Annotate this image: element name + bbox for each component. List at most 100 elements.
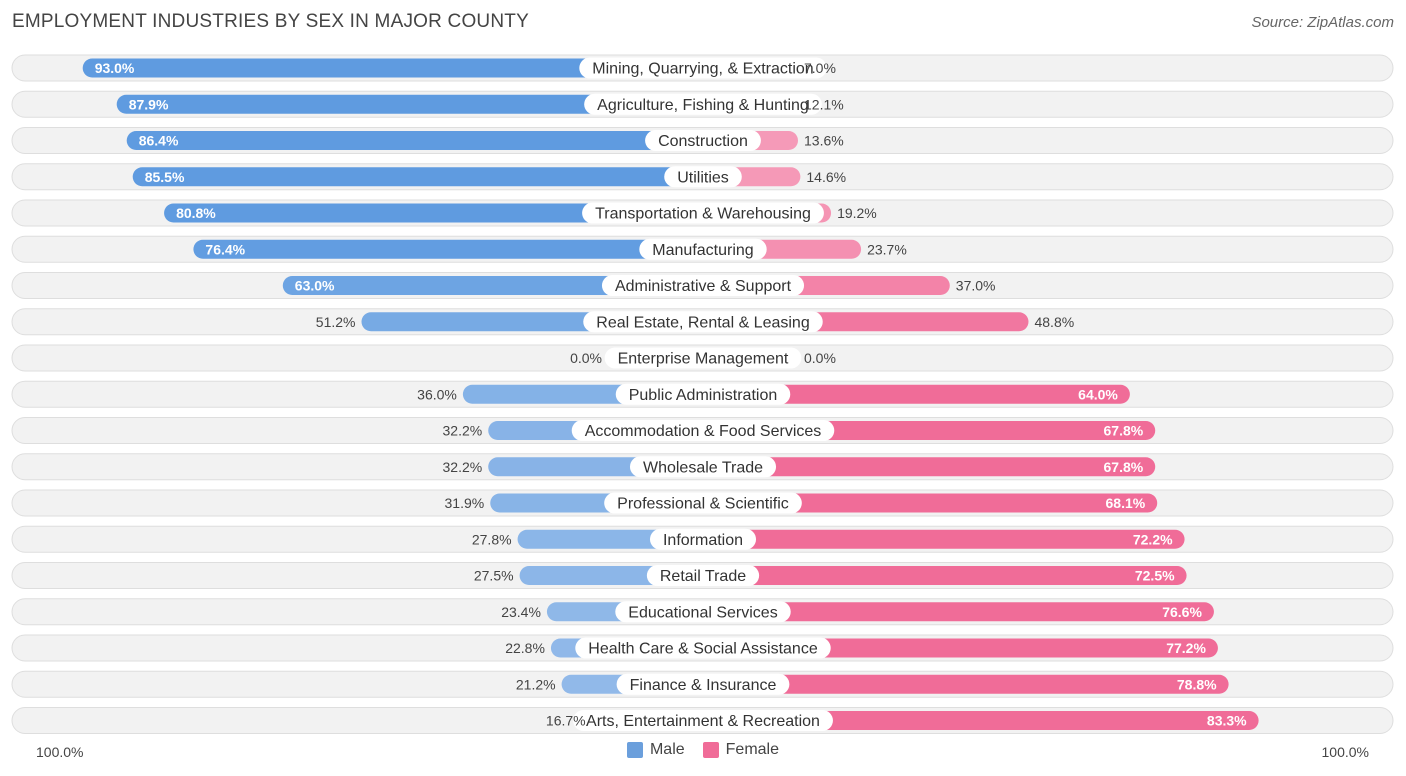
female-bar <box>703 566 1187 585</box>
female-value-label: 12.1% <box>804 96 844 112</box>
category-pill <box>615 383 791 405</box>
category-label: Agriculture, Fishing & Hunting <box>597 97 809 114</box>
female-bar <box>703 493 1158 513</box>
female-value-label: 13.6% <box>804 133 844 149</box>
legend-label-female: Female <box>725 741 780 758</box>
female-value-label: 67.8% <box>1104 423 1144 439</box>
female-value-label: 19.2% <box>837 205 877 221</box>
female-bar <box>703 384 1130 404</box>
category-pill <box>616 673 790 695</box>
category-label: Transportation & Warehousing <box>595 206 811 223</box>
category-label: Educational Services <box>628 604 777 621</box>
category-label: Utilities <box>677 169 729 186</box>
male-value-label: 22.8% <box>505 640 545 656</box>
female-bar <box>703 602 1214 622</box>
legend-item-female: Female <box>702 741 780 759</box>
male-bar <box>82 58 703 78</box>
male-value-label: 87.9% <box>129 96 169 112</box>
female-value-label: 37.0% <box>956 278 996 294</box>
category-label: Public Administration <box>629 387 778 404</box>
female-bar <box>703 674 1229 694</box>
female-bar <box>703 711 1259 730</box>
male-bar <box>132 167 704 187</box>
male-value-label: 76.4% <box>205 241 245 257</box>
category-label: Retail Trade <box>660 568 746 585</box>
female-value-label: 0.0% <box>804 350 836 366</box>
legend-swatch-female <box>702 742 719 758</box>
category-pill <box>571 420 835 441</box>
category-pill <box>573 710 833 731</box>
female-bar <box>703 529 1185 549</box>
female-value-label: 78.8% <box>1177 676 1217 692</box>
category-pill <box>579 57 827 79</box>
category-pill <box>664 166 742 188</box>
category-pill <box>584 93 822 115</box>
male-value-label: 86.4% <box>139 133 179 149</box>
male-bar <box>164 203 704 223</box>
category-pill <box>582 202 824 224</box>
category-pill <box>601 275 805 296</box>
female-value-label: 23.7% <box>867 241 907 257</box>
axis-label-left: 100.0% <box>36 744 84 760</box>
category-label: Real Estate, Rental & Leasing <box>596 314 809 331</box>
category-label: Health Care & Social Assistance <box>588 641 818 658</box>
category-label: Mining, Quarrying, & Extraction <box>592 61 813 78</box>
female-value-label: 67.8% <box>1104 459 1144 475</box>
legend-label-male: Male <box>649 741 685 758</box>
category-label: Administrative & Support <box>615 278 792 295</box>
male-value-label: 16.7% <box>546 713 586 729</box>
female-bar <box>703 457 1156 477</box>
category-label: Construction <box>658 133 748 150</box>
chart-title: EMPLOYMENT INDUSTRIES BY SEX IN MAJOR CO… <box>12 11 529 32</box>
male-value-label: 27.5% <box>474 568 514 584</box>
category-pill <box>583 311 823 333</box>
legend-swatch-male <box>626 742 643 758</box>
category-label: Manufacturing <box>652 242 753 259</box>
male-bar <box>193 239 704 259</box>
female-value-label: 64.0% <box>1078 386 1118 402</box>
male-value-label: 63.0% <box>295 278 335 294</box>
female-value-label: 48.8% <box>1034 314 1074 330</box>
chart-area: Mining, Quarrying, & Extraction 93.0% 7.0%… <box>11 54 1394 734</box>
male-bar <box>116 94 703 114</box>
male-value-label: 80.8% <box>176 205 216 221</box>
male-value-label: 27.8% <box>472 531 512 547</box>
legend: Male Female <box>0 741 1406 759</box>
male-value-label: 32.2% <box>443 459 483 475</box>
category-pill <box>604 492 802 514</box>
category-pill <box>575 637 831 659</box>
male-value-label: 85.5% <box>145 169 185 185</box>
source-label: Source: ZipAtlas.com <box>1251 14 1394 31</box>
category-pill <box>646 565 760 586</box>
category-pill <box>604 347 802 369</box>
axis-label-right: 100.0% <box>1321 744 1369 760</box>
female-value-label: 7.0% <box>804 60 836 76</box>
female-value-label: 76.6% <box>1162 604 1202 620</box>
category-label: Professional & Scientific <box>617 496 789 513</box>
category-pill <box>639 238 767 260</box>
male-value-label: 32.2% <box>443 423 483 439</box>
male-value-label: 21.2% <box>516 676 556 692</box>
category-pill <box>615 601 791 623</box>
female-value-label: 14.6% <box>806 169 846 185</box>
female-value-label: 83.3% <box>1207 713 1247 729</box>
male-value-label: 23.4% <box>501 604 541 620</box>
category-label: Arts, Entertainment & Recreation <box>586 713 820 730</box>
category-pill <box>629 456 777 478</box>
category-label: Finance & Insurance <box>630 677 777 694</box>
female-value-label: 72.5% <box>1135 568 1175 584</box>
category-label: Accommodation & Food Services <box>585 423 822 440</box>
female-value-label: 77.2% <box>1166 640 1206 656</box>
category-pill <box>645 130 761 151</box>
legend-item-male: Male <box>626 741 685 759</box>
male-value-label: 36.0% <box>417 386 457 402</box>
category-label: Enterprise Management <box>618 351 789 368</box>
male-value-label: 51.2% <box>316 314 356 330</box>
female-bar <box>703 638 1218 658</box>
category-label: Wholesale Trade <box>643 459 763 476</box>
female-value-label: 72.2% <box>1133 531 1173 547</box>
category-pill <box>649 528 757 550</box>
male-bar <box>282 276 703 295</box>
male-value-label: 93.0% <box>95 60 135 76</box>
category-label: Information <box>663 532 743 549</box>
